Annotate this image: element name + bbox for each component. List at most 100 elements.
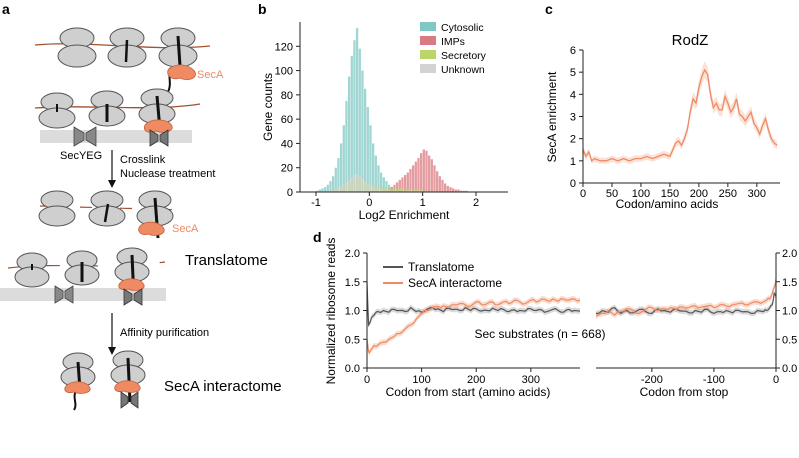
histogram-bar xyxy=(412,189,415,192)
secyeg-channel xyxy=(149,129,169,147)
membrane xyxy=(40,130,192,143)
histogram-bar xyxy=(324,187,327,192)
histogram-bar xyxy=(374,155,377,192)
histogram-bar xyxy=(446,185,449,192)
histogram-bar xyxy=(321,188,324,192)
histogram-bar xyxy=(380,172,383,192)
histogram-bar xyxy=(420,189,423,192)
histogram-bar xyxy=(441,179,444,192)
histogram-bar xyxy=(444,183,447,192)
histogram-bar xyxy=(388,189,391,192)
seca-label-1: SecA xyxy=(197,69,224,81)
histogram-bar xyxy=(406,190,409,192)
histogram-bar xyxy=(337,158,340,192)
histogram-bar xyxy=(345,100,348,192)
x-ticks: -1 0 1 2 xyxy=(311,192,479,209)
histogram-bar xyxy=(425,190,428,192)
histogram-bar xyxy=(412,165,415,192)
seca-protein xyxy=(167,64,196,80)
histogram-bar xyxy=(358,176,361,192)
y-tick-label: 3 xyxy=(570,112,576,124)
histogram-bar xyxy=(393,188,396,192)
histogram-bar xyxy=(417,190,420,192)
y-tick-label: 6 xyxy=(570,45,576,57)
y-tick-label: 100 xyxy=(275,66,293,78)
histogram-bar xyxy=(428,190,431,192)
histogram-bar xyxy=(404,175,407,192)
histogram-bar xyxy=(350,56,353,192)
x-tick-label: 1 xyxy=(420,197,426,209)
ribosome xyxy=(64,250,100,286)
x-tick-label: 150 xyxy=(661,188,679,200)
histogram-bar xyxy=(417,158,420,192)
histogram-bar xyxy=(340,143,343,192)
y-ticks-left: 0.0 0.5 1.0 1.5 2.0 xyxy=(345,248,367,375)
histogram-bar xyxy=(428,155,431,192)
histogram-bar xyxy=(377,165,380,192)
seca-line-stop xyxy=(596,278,776,317)
y-tick-label: 0.0 xyxy=(782,363,797,375)
histogram-bar xyxy=(369,184,372,192)
ribosome xyxy=(88,90,126,127)
y-tick-label: 2.0 xyxy=(782,248,797,260)
histogram-bar xyxy=(332,189,335,192)
x-tick-label: 200 xyxy=(467,374,485,386)
x-ticks: 0 50 100 150 200 250 300 xyxy=(580,183,766,200)
histogram-bar xyxy=(398,179,401,192)
histogram-bar xyxy=(465,190,468,192)
y-tick-label: 5 xyxy=(570,67,576,79)
y-ticks: 0 20 40 60 80 100 120 xyxy=(275,41,300,199)
histogram-bar xyxy=(358,48,361,192)
histogram-bar xyxy=(329,190,332,192)
histogram-bar xyxy=(396,188,399,192)
x-tick-label: 200 xyxy=(690,188,708,200)
panel-label-b: b xyxy=(258,1,267,17)
annotation-sec-substrates: Sec substrates (n = 668) xyxy=(474,327,605,341)
histogram-bar xyxy=(348,179,351,192)
y-tick-label: 2.0 xyxy=(345,248,360,260)
x-tick-label: 100 xyxy=(632,188,650,200)
rodz-line xyxy=(583,68,778,162)
histogram-bar xyxy=(409,189,412,192)
histogram-bar xyxy=(364,181,367,192)
histogram-bar xyxy=(420,153,423,192)
histogram-bar xyxy=(332,176,335,192)
ribosome xyxy=(110,350,146,403)
ribosome xyxy=(14,252,50,288)
y-tick-label: 40 xyxy=(281,138,293,150)
y-tick-label: 80 xyxy=(281,90,293,102)
histogram-bar xyxy=(353,175,356,192)
panel-label-a: a xyxy=(2,1,10,17)
histogram-bar xyxy=(462,190,465,192)
histogram-bar xyxy=(393,190,396,192)
y-tick-label: 1.5 xyxy=(345,277,360,289)
histogram-bar xyxy=(342,125,345,192)
histogram-bar xyxy=(348,76,351,192)
histogram-bar xyxy=(377,188,380,192)
histogram-bar xyxy=(390,188,393,192)
line-chart-panel-d: 0 100 200 300 -200 -100 0 0.0 0.5 1.0 1.5 2.0 0.0… xyxy=(324,238,797,399)
y-tick-label: 1.0 xyxy=(782,306,797,318)
histogram-bar xyxy=(420,190,423,192)
arrow-head xyxy=(108,347,116,355)
histogram-bar xyxy=(366,183,369,192)
histogram-bar xyxy=(401,190,404,192)
histogram-bar xyxy=(334,188,337,192)
histogram-bar xyxy=(372,185,375,192)
rodz-confidence-band xyxy=(583,61,778,164)
x-tick-label: 100 xyxy=(412,374,430,386)
histogram-bar xyxy=(372,143,375,192)
secyeg-channel xyxy=(123,288,143,306)
histogram-bar xyxy=(404,190,407,192)
histogram-bar xyxy=(457,189,460,192)
histogram-bar xyxy=(430,159,433,192)
seca-protein xyxy=(118,278,145,291)
legend-label: IMPs xyxy=(441,36,465,48)
legend-label-seca: SecA interactome xyxy=(408,276,502,290)
panel-label-c: c xyxy=(545,1,553,17)
histogram-bar xyxy=(361,70,364,192)
seca-band-stop xyxy=(596,276,776,320)
histogram-bar xyxy=(406,172,409,192)
legend-swatch xyxy=(420,50,436,59)
